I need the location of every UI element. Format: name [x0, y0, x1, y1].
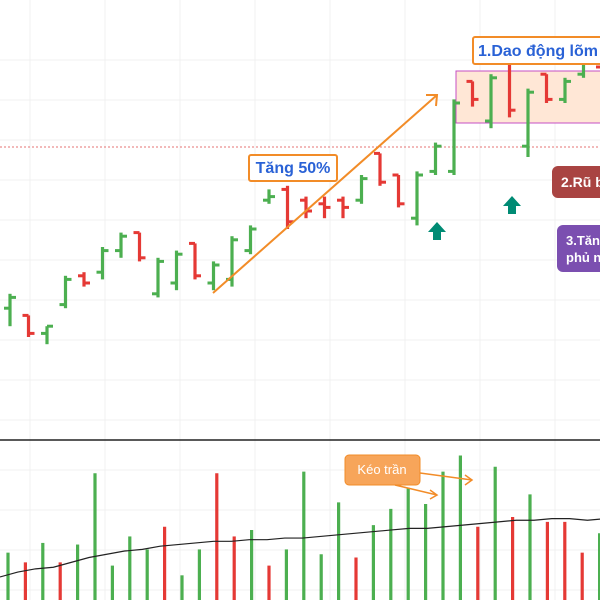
price-bar: [596, 65, 600, 69]
volume-label-box: [344, 454, 421, 486]
volume-annotations: Kéo trần: [344, 454, 474, 500]
price-bar: [318, 196, 331, 219]
price-bar: [448, 99, 460, 175]
callout-2-label: 2.Rũ b: [561, 174, 600, 190]
volume-label: Kéo trần: [357, 462, 406, 477]
price-bar: [22, 313, 35, 337]
price-bar: [133, 231, 146, 262]
callout-3-line1: 3.Tăn: [566, 233, 600, 248]
volume-arrow-1-head: [429, 489, 439, 500]
callout-3-box: [557, 225, 600, 272]
up-arrow-icon: [503, 196, 521, 214]
price-bar: [337, 196, 349, 219]
range-label-box: [472, 36, 600, 65]
callout-2-box: [552, 166, 600, 198]
annotations: Tăng 50% 1.Dao động lõm 2.Rũ b 3.Tăn phủ n: [212, 36, 600, 294]
price-bar: [170, 250, 183, 291]
volume-ma-polyline: [0, 518, 600, 578]
price-bar: [466, 79, 479, 107]
volume-arrow-2-head: [464, 474, 474, 486]
price-bar: [78, 272, 90, 287]
growth-label-box: [248, 154, 338, 182]
price-bar: [411, 171, 423, 226]
volume-arrow-1: [394, 484, 438, 496]
price-bar: [41, 324, 53, 345]
volume-bars: [6, 455, 600, 600]
price-bar: [4, 293, 16, 327]
trend-arrow-head: [426, 94, 439, 107]
price-bar: [355, 175, 368, 204]
price-bar: [429, 142, 442, 175]
price-bar: [207, 261, 220, 291]
range-label: 1.Dao động lõm: [478, 43, 598, 60]
price-bar: [485, 74, 497, 129]
up-arrow-shape: [428, 222, 446, 240]
up-arrow-shape: [503, 196, 521, 214]
volume-arrow-2: [419, 472, 473, 481]
price-bar: [96, 247, 109, 280]
growth-label: Tăng 50%: [256, 160, 331, 177]
volume-ma-line: [0, 518, 600, 578]
up-arrow-icon: [428, 222, 446, 240]
price-bar: [189, 241, 201, 280]
price-bar: [115, 232, 127, 258]
price-bar: [392, 173, 405, 208]
price-bar: [244, 225, 257, 255]
price-bar: [540, 72, 553, 103]
price-bar: [59, 275, 72, 309]
trend-arrow-line: [212, 94, 438, 294]
price-bar: [522, 88, 534, 157]
callout-3-line2: phủ n: [566, 250, 600, 265]
price-bar: [152, 257, 164, 298]
price-bar: [263, 189, 275, 204]
price-bar: [374, 151, 386, 186]
price-bars: [4, 52, 600, 345]
price-bar: [559, 77, 571, 103]
